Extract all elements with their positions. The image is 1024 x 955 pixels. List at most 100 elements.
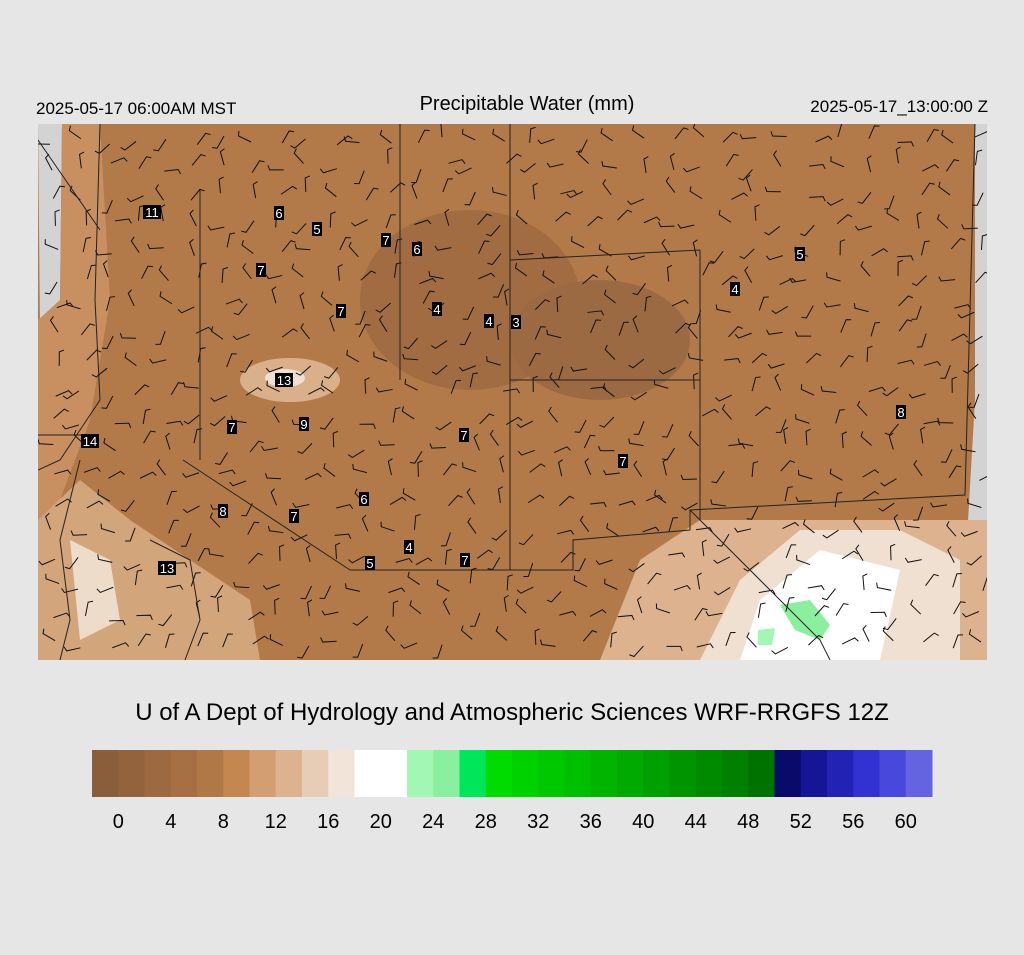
colorbar-swatch bbox=[380, 750, 408, 797]
wind-barb bbox=[868, 386, 886, 393]
wind-barb bbox=[419, 277, 437, 285]
wind-barb bbox=[897, 359, 915, 365]
colorbar-swatch bbox=[748, 750, 775, 797]
wind-barb bbox=[97, 554, 113, 563]
wind-barb bbox=[332, 430, 339, 448]
wind-barb bbox=[336, 135, 353, 146]
wind-barb bbox=[444, 548, 452, 565]
wind-barb bbox=[755, 406, 771, 417]
wind-barb bbox=[687, 352, 704, 361]
wind-barb bbox=[633, 421, 645, 435]
wind-barb bbox=[840, 355, 854, 368]
wind-barb bbox=[693, 372, 699, 390]
wind-barb bbox=[324, 367, 339, 379]
colorbar-swatch bbox=[302, 750, 329, 797]
station-value: 13 bbox=[277, 373, 291, 388]
wind-barb bbox=[158, 614, 173, 627]
wind-barb bbox=[42, 628, 56, 642]
wind-barb bbox=[822, 529, 839, 539]
wind-barb bbox=[458, 365, 476, 372]
wind-barb bbox=[682, 166, 700, 173]
wind-barb bbox=[789, 277, 807, 283]
wind-barb bbox=[402, 488, 416, 501]
wind-barb bbox=[155, 330, 166, 345]
colorbar-tick-label: 12 bbox=[265, 811, 287, 833]
wind-barb bbox=[897, 141, 914, 147]
wind-barb bbox=[294, 243, 311, 251]
wind-barb bbox=[84, 600, 94, 616]
wind-barb bbox=[746, 632, 757, 648]
wind-barb bbox=[147, 243, 164, 250]
wind-barb bbox=[389, 496, 407, 505]
station-box bbox=[275, 373, 293, 387]
station-value: 5 bbox=[366, 556, 373, 571]
wind-barb bbox=[534, 326, 546, 340]
wind-barb bbox=[388, 587, 406, 594]
wind-barb bbox=[537, 138, 555, 145]
station-box bbox=[618, 454, 628, 468]
colorbar-swatch bbox=[485, 750, 513, 797]
wind-barb bbox=[218, 469, 236, 475]
wind-barb bbox=[839, 239, 846, 256]
wind-barb bbox=[711, 470, 725, 484]
wind-barb bbox=[574, 557, 586, 572]
wind-barb bbox=[534, 628, 540, 645]
station-value: 9 bbox=[300, 417, 307, 432]
wind-barb bbox=[731, 192, 748, 200]
wind-barb bbox=[643, 216, 661, 224]
wind-barb bbox=[532, 375, 538, 393]
wind-barb bbox=[737, 438, 754, 447]
colorbar-swatch bbox=[669, 750, 697, 797]
wind-barb bbox=[166, 490, 177, 505]
wind-barb bbox=[373, 351, 388, 362]
local-time: 2025-05-17 06:00AM MST bbox=[36, 99, 236, 118]
wind-barb bbox=[666, 645, 683, 652]
moist-region bbox=[780, 600, 830, 640]
wind-barb bbox=[962, 363, 979, 374]
station-value: 4 bbox=[433, 302, 440, 317]
wind-barb bbox=[669, 153, 675, 171]
wind-barb bbox=[744, 266, 753, 283]
map: 11 6 5 7 6 7 7 4 4 3 4 5 13 9 7 7 14 7 8 6 8 7 4 5 7 13 bbox=[38, 124, 987, 660]
wind-barb bbox=[159, 291, 173, 305]
wind-barb bbox=[573, 575, 588, 588]
wind-barb bbox=[835, 603, 849, 616]
wind-barb bbox=[961, 224, 978, 230]
wind-barb bbox=[120, 500, 135, 512]
wind-barb bbox=[443, 463, 457, 476]
wind-barb bbox=[387, 458, 393, 476]
wind-barb bbox=[191, 153, 206, 166]
wind-barb bbox=[164, 633, 175, 648]
wind-barb bbox=[886, 208, 900, 221]
wind-barb bbox=[770, 131, 787, 138]
wind-barb bbox=[758, 589, 776, 595]
station-box bbox=[81, 434, 99, 448]
wind-barb bbox=[165, 432, 171, 450]
wind-barb bbox=[947, 546, 955, 563]
wind-barb bbox=[395, 557, 413, 563]
wind-barb bbox=[319, 417, 334, 430]
wind-barb bbox=[158, 265, 169, 281]
wind-barb bbox=[862, 490, 880, 500]
wind-barb bbox=[560, 190, 578, 195]
wind-barb bbox=[337, 264, 343, 281]
station-value: 7 bbox=[290, 509, 297, 524]
station-value: 7 bbox=[382, 233, 389, 248]
wind-barb bbox=[590, 319, 602, 334]
wind-barb bbox=[866, 155, 872, 173]
wind-barb bbox=[910, 599, 922, 615]
wind-barb bbox=[795, 413, 810, 424]
wind-barb bbox=[751, 352, 768, 364]
colorbar-tick-label: 28 bbox=[475, 811, 497, 833]
wind-barb bbox=[394, 238, 403, 254]
wind-barb bbox=[692, 124, 705, 138]
wind-barb bbox=[247, 521, 260, 535]
wind-barb bbox=[602, 383, 615, 398]
wind-barb bbox=[321, 610, 339, 616]
wind-barb bbox=[548, 406, 558, 423]
wind-barb bbox=[841, 637, 859, 645]
colorbar-tick-label: 16 bbox=[317, 811, 339, 833]
wind-barb bbox=[866, 345, 873, 362]
wind-barb bbox=[570, 366, 588, 372]
station-box bbox=[459, 428, 469, 442]
